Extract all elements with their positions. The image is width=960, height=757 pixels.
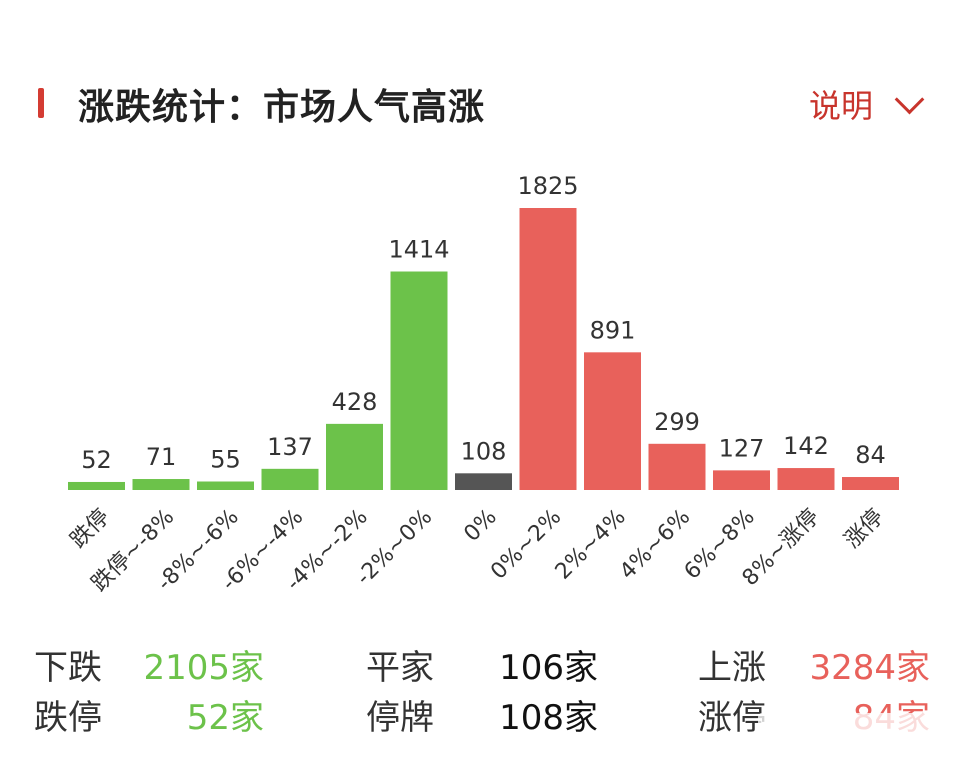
- title-accent-bar: [38, 88, 44, 118]
- bar: [390, 271, 448, 490]
- bar: [326, 423, 383, 490]
- limit-down-label: 跌停: [34, 698, 102, 738]
- bar-value-label: 428: [332, 388, 378, 416]
- bar: [455, 473, 512, 490]
- flat-label: 平家: [366, 648, 434, 688]
- limit-up-label: 涨停: [698, 698, 766, 738]
- chart-header: 涨跌统计：市场人气高涨 说明: [0, 0, 960, 150]
- chevron-down-icon: [894, 84, 925, 114]
- bar-value-label: 127: [719, 434, 765, 462]
- up-label: 上涨: [698, 648, 766, 688]
- category-tick-label: 0%: [459, 505, 501, 547]
- bar-value-label: 891: [590, 316, 636, 344]
- bar-value-label: 84: [855, 441, 886, 469]
- summary-panel: 下跌 2105家 平家 106家 上涨 3284家 跌停 52家 停牌 108家…: [0, 640, 960, 757]
- bar-value-label: 71: [146, 443, 177, 471]
- bar: [842, 477, 899, 490]
- suspended-label: 停牌: [366, 698, 434, 738]
- bar: [132, 479, 190, 490]
- category-tick-label: 跌停: [66, 505, 115, 554]
- bar: [261, 468, 319, 490]
- bar: [68, 481, 125, 490]
- category-tick-label: 4%~6%: [615, 505, 695, 585]
- limit-down-value: 52家: [186, 698, 264, 738]
- bar-value-label: 1414: [388, 236, 449, 264]
- bar-value-label: 55: [210, 446, 241, 474]
- page-title: 涨跌统计：市场人气高涨: [78, 87, 486, 128]
- category-tick-label: 2%~4%: [551, 505, 631, 585]
- suspended-value: 108家: [499, 698, 598, 738]
- bar-value-label: 52: [81, 446, 112, 474]
- distribution-bar-chart: 52跌停71跌停~-8%55-8%~-6%137-6%~-4%428-4%~-2…: [66, 172, 899, 597]
- category-tick-label: 涨停: [840, 505, 889, 554]
- bar: [584, 352, 641, 490]
- down-value: 2105家: [143, 648, 264, 688]
- help-label: 说明: [808, 87, 873, 125]
- category-tick-label: 0%~2%: [486, 505, 566, 585]
- watermark-overlay: [758, 713, 948, 749]
- help-button[interactable]: 说明: [808, 84, 925, 125]
- bar: [648, 443, 706, 490]
- bar: [519, 208, 577, 490]
- bar-value-label: 142: [783, 432, 829, 460]
- bar-value-label: 137: [267, 433, 313, 461]
- down-label: 下跌: [34, 648, 102, 688]
- bar: [197, 481, 254, 490]
- flat-value: 106家: [499, 648, 598, 688]
- up-value: 3284家: [809, 648, 930, 688]
- bar: [713, 470, 770, 490]
- bar-value-label: 108: [461, 437, 507, 465]
- bar-value-label: 299: [654, 408, 700, 436]
- bar: [777, 468, 835, 490]
- bar-value-label: 1825: [517, 172, 578, 200]
